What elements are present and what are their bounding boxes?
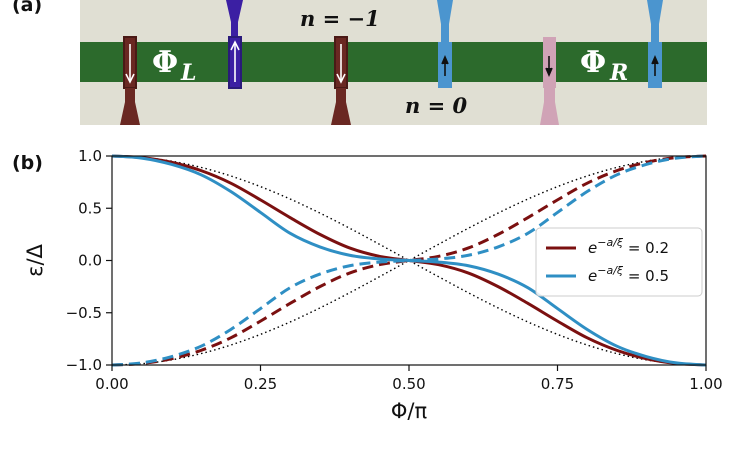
label-n-top: n = −1 [300,6,380,31]
panel-b-label: (b) [12,152,43,174]
panel-a-label: (a) [12,0,43,16]
series-line-2-solid [111,154,707,367]
schematic-panel: n = −1 n = 0 Φ L Φ R [80,0,707,125]
spin-arrowhead-down-5 [545,67,553,78]
legend: e−a/ξ = 0.2 e−a/ξ = 0.5 [535,227,703,297]
y-tick-label: −1.0 [66,356,102,374]
label-phi-right: Φ [580,45,606,80]
x-tick-label: 0.00 [95,375,128,393]
x-tick-label: 0.25 [244,375,277,393]
x-axis-label: Φ/π [391,399,428,423]
y-ticks: 1.0 0.5 0.0 −0.5 −1.0 [66,147,112,374]
energy-chart: 0.00 0.25 0.50 0.75 1.00 1.0 0.5 0.0 −0.5 −1.0 Φ… [23,147,723,423]
legend-label: e−a/ξ = 0.5 [588,264,669,285]
lead-darkred-2 [331,88,351,125]
series-layer [111,154,707,367]
series-line-5-dotted [111,155,707,366]
lead-blue-1 [437,0,453,44]
spin-arrowhead-up-2 [230,40,240,51]
y-tick-label: 1.0 [78,147,102,165]
lead-blue-2 [647,0,663,44]
y-tick-label: 0.5 [78,199,102,217]
x-tick-label: 1.00 [689,375,722,393]
x-tick-label: 0.50 [392,375,425,393]
spin-arrowhead-down-3 [336,73,346,84]
label-phi-left: Φ [152,45,178,80]
x-tick-label: 0.75 [541,375,574,393]
y-axis-label: ε/Δ [23,243,47,276]
lead-pink [540,88,559,125]
label-phi-left-sub: L [180,60,196,86]
y-tick-label: 0.0 [78,252,102,270]
label-n-bottom: n = 0 [405,93,467,118]
y-tick-label: −0.5 [66,304,102,322]
lead-darkred-1 [120,88,140,125]
superconducting-wire [80,42,707,82]
spin-arrowhead-up-4 [441,54,449,65]
spin-arrowhead-up-6 [651,54,659,65]
x-ticks: 0.00 0.25 0.50 0.75 1.00 [95,365,723,393]
legend-box [535,227,703,297]
series-line-4-dotted [111,155,707,366]
legend-label: e−a/ξ = 0.2 [588,236,669,257]
spin-arrowhead-down-1 [125,73,135,84]
label-phi-right-sub: R [609,60,628,86]
spin-arrows [125,40,659,84]
